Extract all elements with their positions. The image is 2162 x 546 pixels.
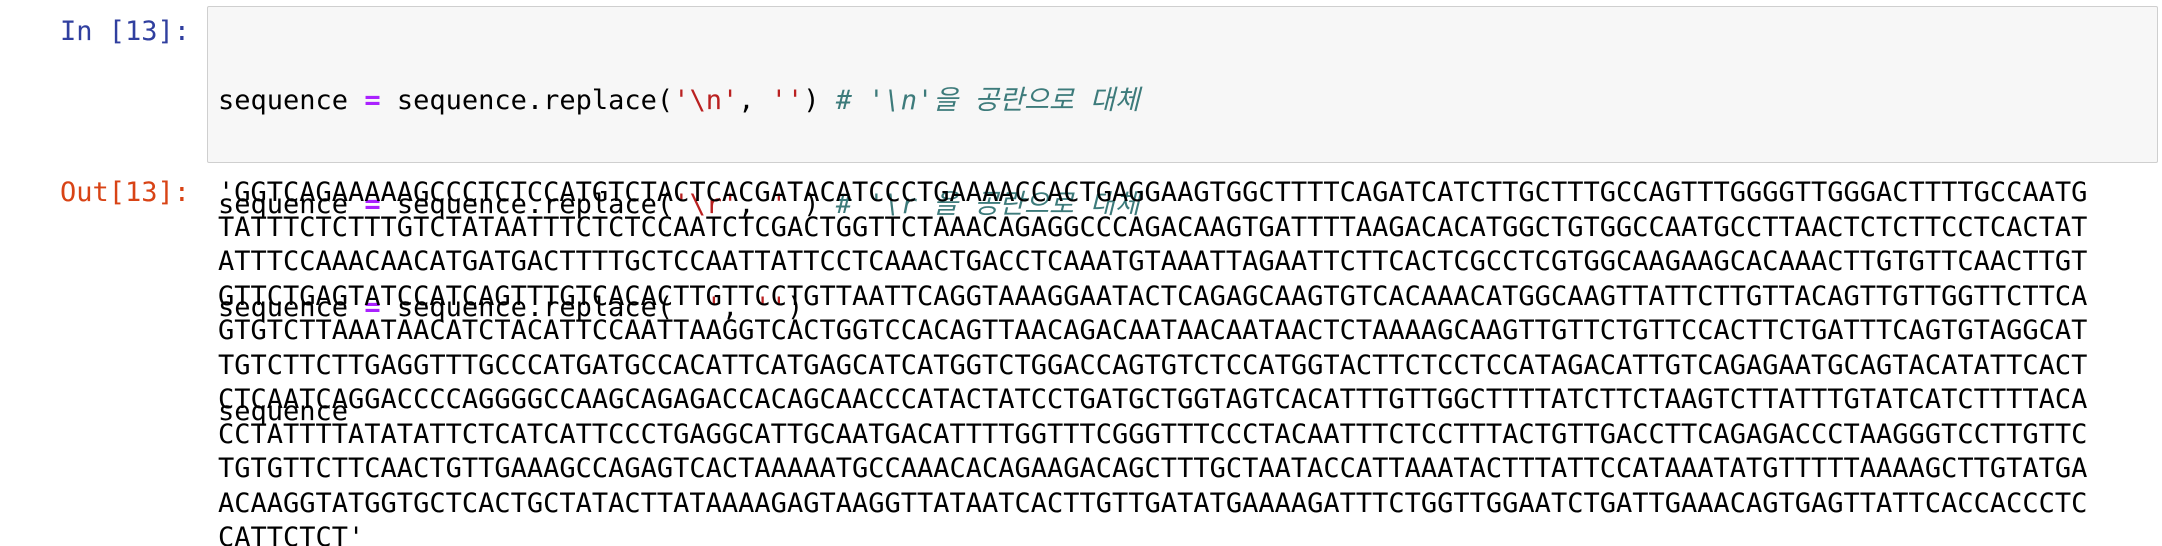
code-token: sequence.replace( [380, 292, 674, 323]
output-line: CCTATTTTATATATTCTCATCATTCCCTGAGGCATTGCAA… [218, 418, 2088, 450]
output-line: GTTCTGAGTATCCATCAGTTTGTCACACTTGTTCCTGTTA… [218, 280, 2088, 312]
output-line: ACAAGGTATGGTGCTCACTGCTATACTTATAAAAGAGTAA… [218, 487, 2088, 519]
output-prompt: Out[13]: [59, 177, 190, 208]
code-line: sequence = sequence.replace(' ', '') [218, 291, 1140, 326]
code-token: ) [803, 85, 836, 116]
code-token: , [738, 188, 771, 220]
output-line: CATTCTCT' [218, 522, 365, 546]
output-line: TGTCTTCTTGAGGTTTGCCCATGATGCCACATTCATGAGC… [218, 349, 2088, 381]
output-line: TGTGTTCTTCAACTGTTGAAAGCCAGAGTCACTAAAAATG… [218, 453, 2088, 484]
code-cell[interactable] [207, 6, 2158, 163]
output-line: ATTTCCAAACAACATGATGACTTTTGCTCCAATTATTCCT… [218, 246, 2088, 277]
output: 'GGTCAGAAAAAGCCCTCTCCATGTCTACTCACGATACAT… [218, 176, 2087, 546]
code-token: sequence [218, 188, 365, 220]
input-prompt: In [13]: [59, 16, 190, 47]
code-token: , [738, 85, 771, 116]
code-token: sequence.replace( [380, 85, 674, 116]
output-line: GTGTCTTAAATAACATCTACATTCCAATTAAGGTCACTGG… [218, 315, 2088, 346]
code-token: ) [787, 292, 804, 323]
code-token: = [364, 292, 381, 323]
code-token: = [364, 85, 381, 116]
code-token: , [721, 292, 755, 323]
code-token: '\r' [673, 188, 739, 220]
code-token: = [364, 188, 381, 220]
output-line: TATTTCTCTTTGTCTATAATTTCTCTCCAATCTCGACTGG… [218, 211, 2088, 243]
code-token: sequence [218, 395, 349, 427]
code-line: sequence [218, 395, 1140, 430]
code-line: sequence = sequence.replace('\r', '') # … [218, 188, 1140, 223]
output-line: CTCAATCAGGACCCCAGGGGCCAAGCAGAGACCACAGCAA… [218, 384, 2088, 415]
code-line: sequence = sequence.replace('\n', '') # … [218, 84, 1140, 119]
code-comment: # '\n'을 공란으로 대체 [835, 85, 1140, 116]
code-token: '' [770, 188, 804, 220]
code-comment: # '\r'을 공란으로 대체 [835, 188, 1140, 220]
code-token: ' ' [673, 292, 722, 323]
code-token: sequence [218, 85, 365, 116]
code-token: sequence [218, 292, 365, 323]
output-line: 'GGTCAGAAAAAGCCCTCTCCATGTCTACTCACGATACAT… [218, 177, 2088, 208]
code: sequence = sequence.replace('\n', '') # … [218, 15, 1140, 464]
code-token: '' [754, 292, 787, 323]
code-token: sequence.replace( [380, 188, 674, 220]
code-token: '' [770, 85, 804, 116]
code-token: ) [803, 188, 836, 220]
code-token: '\n' [673, 85, 739, 116]
